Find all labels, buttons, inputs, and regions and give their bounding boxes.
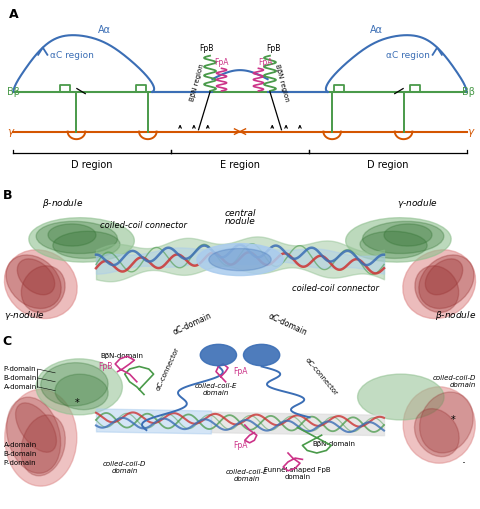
Ellipse shape <box>360 231 427 259</box>
Ellipse shape <box>55 374 108 410</box>
Text: BβN-domain: BβN-domain <box>101 353 144 359</box>
Ellipse shape <box>197 244 283 275</box>
Text: αC region: αC region <box>50 51 94 60</box>
Ellipse shape <box>209 248 271 271</box>
Text: FpA: FpA <box>214 58 229 67</box>
Text: coiled-coil connector: coiled-coil connector <box>292 284 380 293</box>
Ellipse shape <box>15 403 57 453</box>
Ellipse shape <box>384 224 432 246</box>
Text: C: C <box>2 335 12 348</box>
Text: Bβ: Bβ <box>462 87 475 97</box>
Text: αC-connector: αC-connector <box>156 347 180 391</box>
Text: αC-domain: αC-domain <box>171 312 213 337</box>
Text: αC-domain: αC-domain <box>267 312 309 337</box>
Text: D region: D region <box>72 160 113 169</box>
Text: coiled-coil-E
domain: coiled-coil-E domain <box>195 383 237 396</box>
Ellipse shape <box>5 389 77 486</box>
Text: FpB: FpB <box>200 44 214 53</box>
Text: αC-connector: αC-connector <box>304 357 339 397</box>
Text: αC region: αC region <box>386 51 430 60</box>
Text: BβN region: BβN region <box>190 63 205 102</box>
Text: γ: γ <box>7 127 13 136</box>
Ellipse shape <box>17 259 55 295</box>
Text: P-domain: P-domain <box>4 366 36 372</box>
Text: $\gamma$-nodule: $\gamma$-nodule <box>3 309 45 322</box>
Ellipse shape <box>415 409 459 457</box>
Text: A-domain: A-domain <box>4 384 37 390</box>
Ellipse shape <box>420 392 473 453</box>
Text: D region: D region <box>367 160 408 169</box>
Text: Bβ: Bβ <box>7 87 20 97</box>
Text: $\gamma$-nodule: $\gamma$-nodule <box>397 197 438 210</box>
Text: Aα: Aα <box>97 25 110 35</box>
Text: FpA: FpA <box>233 441 247 450</box>
Text: central: central <box>224 209 256 218</box>
Text: nodule: nodule <box>225 217 255 227</box>
Ellipse shape <box>419 255 474 308</box>
Ellipse shape <box>36 221 118 253</box>
Text: γ: γ <box>467 127 473 136</box>
Ellipse shape <box>4 250 77 319</box>
Text: FpA: FpA <box>258 58 273 67</box>
Text: $\beta$-nodule: $\beta$-nodule <box>435 309 477 322</box>
Ellipse shape <box>21 415 65 476</box>
Text: $\beta$-nodule: $\beta$-nodule <box>42 197 83 210</box>
Text: P-domain: P-domain <box>4 460 36 466</box>
Ellipse shape <box>346 218 451 262</box>
Text: B: B <box>2 189 12 203</box>
Text: coiled-coil-D
domain: coiled-coil-D domain <box>433 375 476 388</box>
Ellipse shape <box>403 250 476 319</box>
Text: A: A <box>9 8 19 21</box>
Text: ·: · <box>461 457 465 470</box>
Text: FpB: FpB <box>98 362 113 371</box>
Ellipse shape <box>425 259 463 295</box>
Text: B-domain: B-domain <box>4 375 37 381</box>
Ellipse shape <box>21 266 65 313</box>
Text: Aα: Aα <box>370 25 383 35</box>
Text: FpA: FpA <box>233 367 247 376</box>
Ellipse shape <box>358 374 444 420</box>
Text: B-domain: B-domain <box>4 451 37 457</box>
Ellipse shape <box>41 363 108 406</box>
Ellipse shape <box>29 218 134 262</box>
Ellipse shape <box>200 345 237 366</box>
Text: coiled-coil-E
domain: coiled-coil-E domain <box>226 469 268 483</box>
Ellipse shape <box>53 231 120 259</box>
Ellipse shape <box>243 345 280 366</box>
Ellipse shape <box>36 359 122 415</box>
Text: BβN-domain: BβN-domain <box>312 441 355 447</box>
Text: BβN region: BβN region <box>275 63 290 102</box>
Ellipse shape <box>362 221 444 253</box>
Text: *: * <box>74 399 79 408</box>
Text: E region: E region <box>220 160 260 169</box>
Text: coiled-coil-D
domain: coiled-coil-D domain <box>103 461 146 474</box>
Ellipse shape <box>415 266 459 313</box>
Text: *: * <box>451 415 456 425</box>
Text: Funnel-shaped FpB
domain: Funnel-shaped FpB domain <box>264 467 331 480</box>
Ellipse shape <box>48 224 96 246</box>
Text: coiled-coil connector: coiled-coil connector <box>100 221 188 230</box>
Text: A-domain: A-domain <box>4 442 37 448</box>
Ellipse shape <box>6 255 61 308</box>
Text: FpB: FpB <box>266 44 280 53</box>
Ellipse shape <box>403 387 475 463</box>
Ellipse shape <box>7 397 60 473</box>
